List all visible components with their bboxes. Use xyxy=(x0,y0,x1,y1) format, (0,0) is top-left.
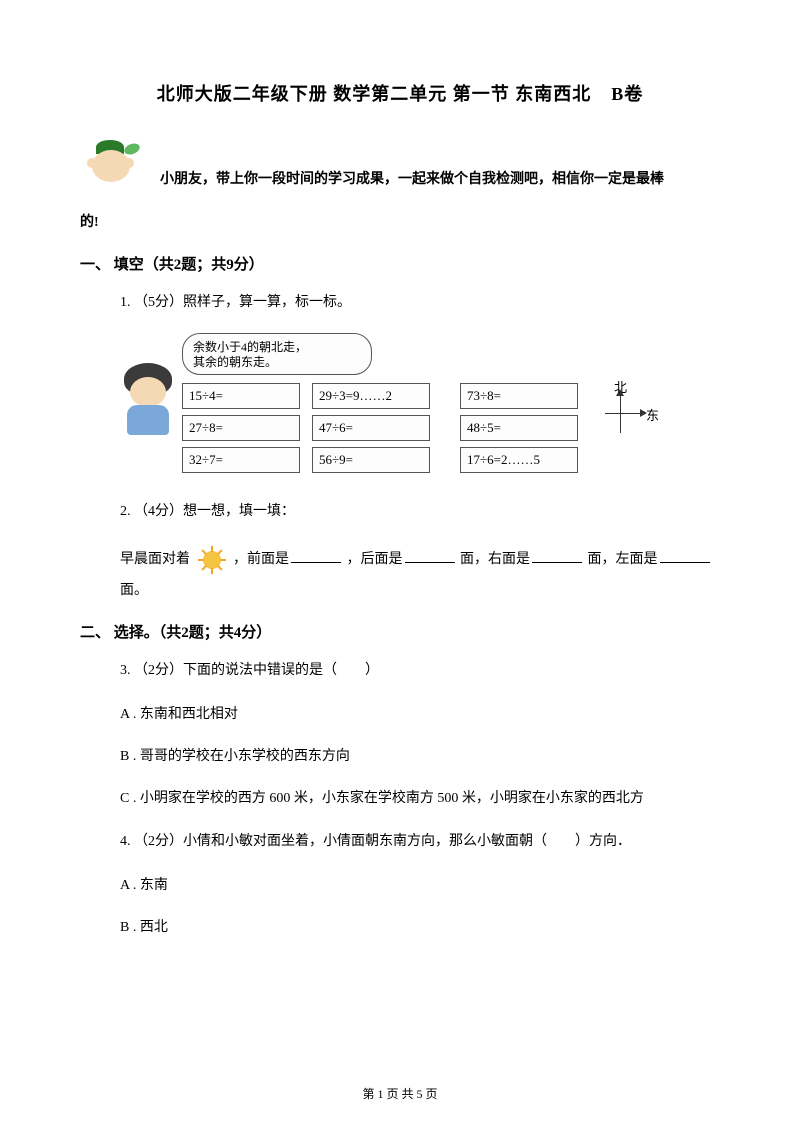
girl-icon xyxy=(120,363,175,438)
q2-e: 面，左面是 xyxy=(588,552,658,567)
speech-line-2: 其余的朝东走。 xyxy=(193,355,361,371)
question-1: 1. （5分）照样子，算一算，标一标。 xyxy=(120,288,720,319)
compass-east: 东 xyxy=(646,405,659,424)
cell: 56÷9= xyxy=(312,447,430,473)
q2-d: 面，右面是 xyxy=(460,552,530,567)
compass-icon: 北 东 xyxy=(590,383,660,443)
section-2-header: 二、 选择。（共2题；共4分） xyxy=(80,621,720,642)
q2-a: 早晨面对着 xyxy=(120,552,190,567)
section-1-header: 一、 填空（共2题；共9分） xyxy=(80,253,720,274)
title-main: 北师大版二年级下册 数学第二单元 第一节 东南西北 xyxy=(157,84,592,104)
q2-f: 面。 xyxy=(120,583,148,598)
intro-text-2: 的! xyxy=(80,208,720,239)
blank[interactable] xyxy=(291,547,341,563)
cell: 15÷4= xyxy=(182,383,300,409)
grid-col-1: 15÷4= 27÷8= 32÷7= xyxy=(182,383,300,479)
q3-option-a: A . 东南和西北相对 xyxy=(120,701,720,729)
q3-option-b: B . 哥哥的学校在小东学校的西东方向 xyxy=(120,743,720,771)
blank[interactable] xyxy=(532,547,582,563)
compass-north: 北 xyxy=(614,377,627,396)
page-title: 北师大版二年级下册 数学第二单元 第一节 东南西北 B卷 xyxy=(80,80,720,106)
cell: 73÷8= xyxy=(460,383,578,409)
question-2: 2. （4分）想一想，填一填： xyxy=(120,497,720,528)
page-footer: 第 1 页 共 5 页 xyxy=(0,1085,800,1102)
q2-b: ，前面是 xyxy=(233,552,289,567)
speech-bubble: 余数小于4的朝北走， 其余的朝东走。 xyxy=(182,333,372,375)
title-variant: B卷 xyxy=(611,84,643,104)
blank[interactable] xyxy=(660,547,710,563)
q3-option-c: C . 小明家在学校的西方 600 米，小东家在学校南方 500 米，小明家在小… xyxy=(120,785,720,813)
question-4: 4. （2分）小倩和小敏对面坐着，小倩面朝东南方向，那么小敏面朝（ ）方向． xyxy=(120,827,720,858)
q2-c: ，后面是 xyxy=(347,552,403,567)
question-2-body: 早晨面对着 ，前面是 ，后面是 面，右面是 面，左面是 面。 xyxy=(120,545,720,607)
grid-col-3: 73÷8= 48÷5= 17÷6=2……5 xyxy=(460,383,578,479)
intro-row: 小朋友，带上你一段时间的学习成果，一起来做个自我检测吧，相信你一定是最棒 xyxy=(80,136,720,196)
blank[interactable] xyxy=(405,547,455,563)
q4-option-b: B . 西北 xyxy=(120,914,720,942)
question-1-figure: 余数小于4的朝北走， 其余的朝东走。 15÷4= 27÷8= 32÷7= 29÷… xyxy=(120,333,680,483)
cell: 29÷3=9……2 xyxy=(312,383,430,409)
question-3: 3. （2分）下面的说法中错误的是（ ） xyxy=(120,656,720,687)
speech-line-1: 余数小于4的朝北走， xyxy=(193,340,361,356)
cell: 27÷8= xyxy=(182,415,300,441)
cell: 32÷7= xyxy=(182,447,300,473)
cell: 47÷6= xyxy=(312,415,430,441)
sun-icon xyxy=(198,546,226,574)
cell: 48÷5= xyxy=(460,415,578,441)
q4-option-a: A . 东南 xyxy=(120,872,720,900)
cell: 17÷6=2……5 xyxy=(460,447,578,473)
intro-text-1: 小朋友，带上你一段时间的学习成果，一起来做个自我检测吧，相信你一定是最棒 xyxy=(160,165,664,196)
mascot-icon xyxy=(80,136,140,196)
grid-col-2: 29÷3=9……2 47÷6= 56÷9= xyxy=(312,383,430,479)
